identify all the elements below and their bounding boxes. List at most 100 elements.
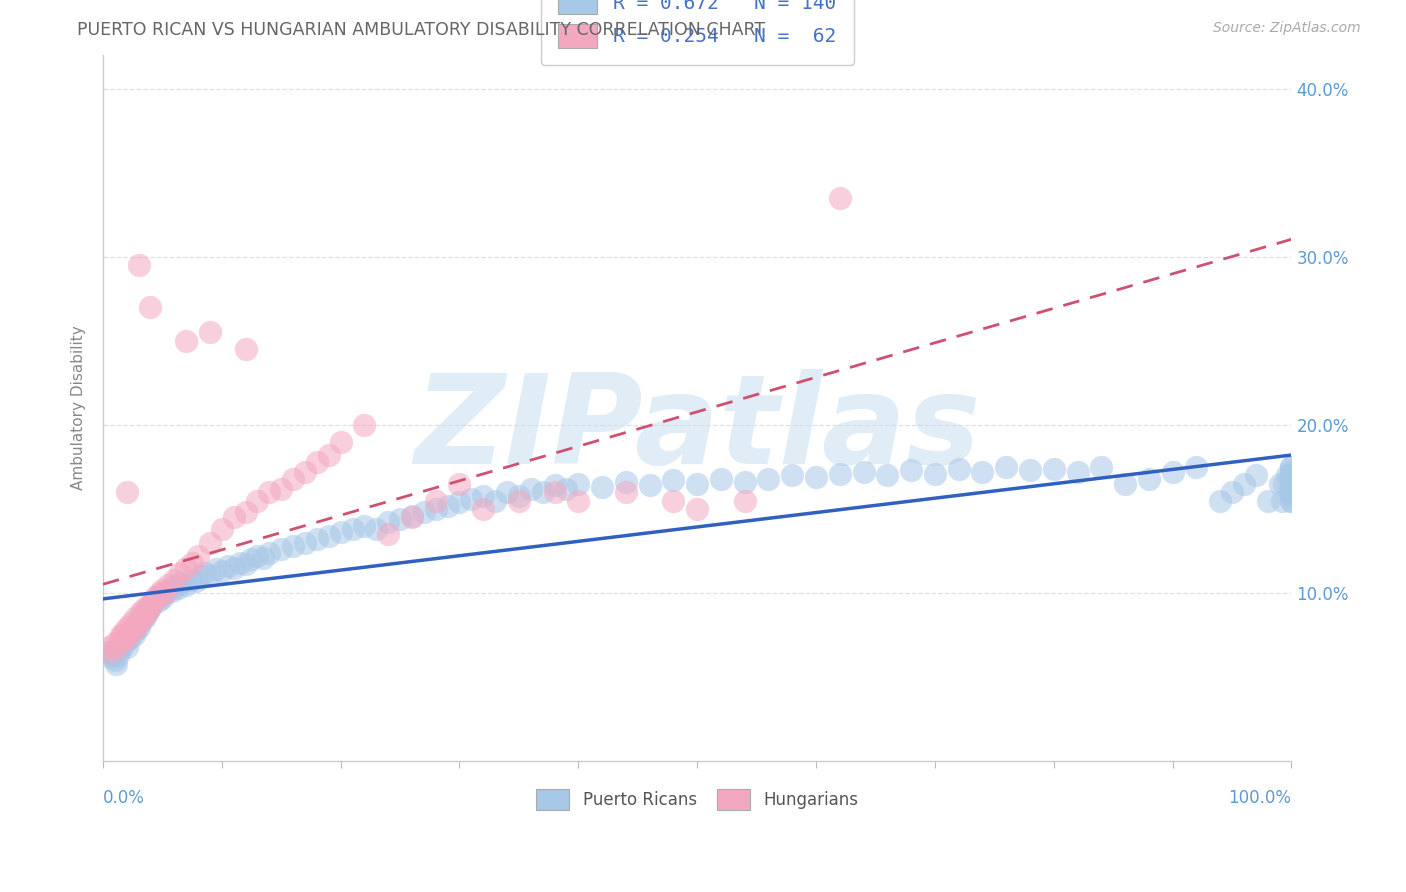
Point	[389, 512, 412, 526]
Point	[1220, 485, 1243, 500]
Point	[436, 499, 458, 513]
Point	[235, 505, 257, 519]
Point	[614, 485, 637, 500]
Point	[108, 633, 131, 648]
Point	[136, 603, 159, 617]
Point	[294, 465, 316, 479]
Point	[1281, 482, 1303, 496]
Point	[1278, 485, 1301, 500]
Point	[1281, 459, 1303, 474]
Point	[149, 586, 172, 600]
Point	[1114, 476, 1136, 491]
Point	[107, 648, 129, 663]
Point	[134, 607, 156, 622]
Y-axis label: Ambulatory Disability: Ambulatory Disability	[72, 326, 86, 491]
Point	[425, 502, 447, 516]
Point	[710, 472, 733, 486]
Point	[103, 647, 125, 661]
Point	[259, 546, 281, 560]
Point	[129, 611, 152, 625]
Point	[972, 465, 994, 479]
Legend: Puerto Ricans, Hungarians: Puerto Ricans, Hungarians	[529, 782, 865, 816]
Point	[1042, 461, 1064, 475]
Point	[1272, 476, 1295, 491]
Point	[686, 476, 709, 491]
Point	[543, 485, 565, 500]
Point	[1281, 476, 1303, 491]
Point	[1281, 489, 1303, 503]
Point	[1185, 459, 1208, 474]
Point	[121, 623, 143, 637]
Point	[1233, 476, 1256, 491]
Point	[531, 485, 554, 500]
Point	[235, 343, 257, 357]
Point	[484, 493, 506, 508]
Point	[281, 539, 304, 553]
Point	[1257, 493, 1279, 508]
Point	[120, 616, 142, 631]
Point	[828, 191, 851, 205]
Point	[995, 459, 1018, 474]
Point	[1090, 459, 1112, 474]
Point	[614, 475, 637, 489]
Point	[132, 607, 155, 622]
Point	[127, 616, 149, 631]
Point	[124, 619, 146, 633]
Point	[143, 592, 166, 607]
Point	[120, 632, 142, 646]
Point	[353, 518, 375, 533]
Point	[412, 505, 434, 519]
Point	[222, 561, 245, 575]
Point	[163, 573, 186, 587]
Point	[121, 623, 143, 637]
Point	[1281, 472, 1303, 486]
Point	[115, 640, 138, 654]
Point	[112, 633, 135, 648]
Point	[170, 575, 193, 590]
Point	[181, 556, 204, 570]
Point	[567, 476, 589, 491]
Text: ZIPatlas: ZIPatlas	[413, 368, 980, 490]
Point	[235, 558, 257, 572]
Point	[472, 489, 495, 503]
Point	[780, 468, 803, 483]
Point	[508, 493, 530, 508]
Point	[366, 522, 388, 536]
Point	[143, 594, 166, 608]
Point	[100, 645, 122, 659]
Point	[852, 465, 875, 479]
Point	[1281, 459, 1303, 474]
Point	[876, 468, 898, 483]
Point	[1268, 476, 1291, 491]
Text: 100.0%: 100.0%	[1229, 789, 1292, 807]
Point	[1137, 472, 1160, 486]
Point	[163, 579, 186, 593]
Point	[145, 590, 167, 604]
Point	[153, 586, 176, 600]
Point	[139, 300, 162, 314]
Point	[132, 603, 155, 617]
Point	[1281, 485, 1303, 500]
Point	[449, 476, 471, 491]
Point	[148, 590, 170, 604]
Point	[1066, 465, 1088, 479]
Point	[281, 472, 304, 486]
Point	[100, 649, 122, 664]
Point	[377, 516, 399, 530]
Point	[136, 605, 159, 619]
Point	[104, 657, 127, 671]
Point	[146, 594, 169, 608]
Point	[190, 569, 212, 583]
Point	[142, 594, 165, 608]
Point	[948, 461, 970, 475]
Point	[194, 566, 217, 580]
Point	[160, 584, 183, 599]
Point	[135, 599, 157, 614]
Point	[139, 599, 162, 614]
Point	[1209, 493, 1232, 508]
Point	[131, 611, 153, 625]
Point	[112, 638, 135, 652]
Point	[1281, 485, 1303, 500]
Point	[138, 599, 160, 614]
Point	[117, 630, 139, 644]
